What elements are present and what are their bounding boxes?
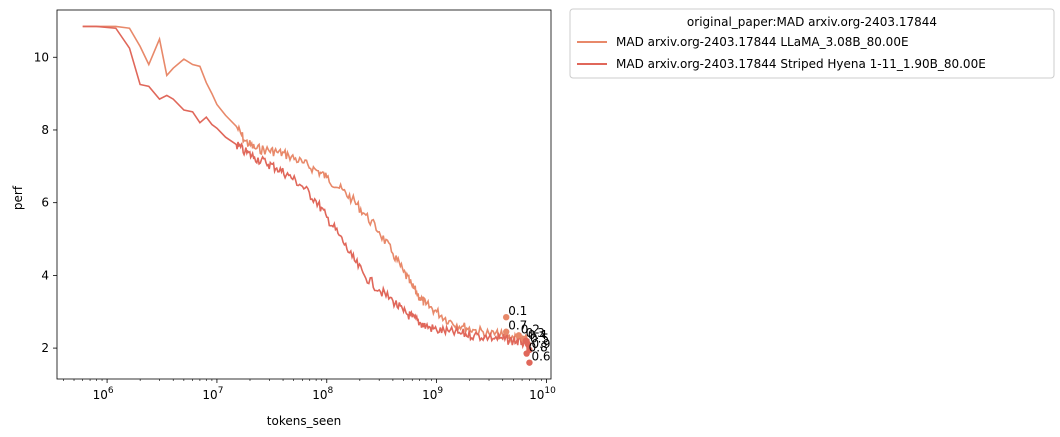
y-axis-ticks: 2 4 6 8 10 bbox=[34, 50, 57, 355]
y-tick-label-0: 2 bbox=[41, 341, 49, 355]
annotation-point-8 bbox=[526, 359, 533, 366]
x-axis-ticks: 106 107 108 109 1010 bbox=[63, 379, 556, 402]
annotation-label-3: 0.3 bbox=[526, 326, 545, 340]
legend: original_paper:MAD arxiv.org-2403.17844 … bbox=[569, 8, 1055, 79]
plot-frame bbox=[56, 9, 552, 380]
series-layer bbox=[82, 25, 531, 350]
annotation-point-5 bbox=[524, 341, 532, 348]
annotation-label-2: 0.2 bbox=[521, 322, 540, 336]
annotation-label-4: 0.4 bbox=[528, 328, 547, 342]
annotation-point-7 bbox=[523, 350, 530, 357]
x-tick-label-2: 108 bbox=[312, 386, 333, 402]
annotation-layer: 0.10.70.20.30.40.50.90.80.6 bbox=[502, 304, 551, 366]
annotation-label-7: 0.8 bbox=[529, 341, 548, 355]
y-tick-label-4: 10 bbox=[34, 50, 49, 64]
y-tick-label-2: 6 bbox=[41, 196, 49, 210]
series-line-1 bbox=[82, 25, 531, 350]
series-line-0 bbox=[82, 25, 530, 344]
legend-frame bbox=[569, 8, 1055, 79]
annotation-point-0 bbox=[502, 313, 510, 321]
annotation-label-0: 0.1 bbox=[508, 304, 527, 318]
annotation-label-5: 0.5 bbox=[530, 331, 549, 345]
y-axis-label: perf bbox=[11, 185, 25, 210]
y-tick-label-1: 4 bbox=[41, 268, 49, 282]
annotation-label-6: 0.9 bbox=[531, 337, 550, 351]
annotation-label-1: 0.7 bbox=[508, 319, 527, 333]
y-tick-label-3: 8 bbox=[41, 123, 49, 137]
x-tick-label-1: 107 bbox=[202, 386, 223, 402]
legend-entry-striped-hyena: MAD arxiv.org-2403.17844 Striped Hyena 1… bbox=[616, 57, 986, 71]
x-axis-label: tokens_seen bbox=[267, 414, 341, 428]
annotation-point-1 bbox=[502, 328, 510, 335]
legend-entry-llama: MAD arxiv.org-2403.17844 LLaMA_3.08B_80.… bbox=[616, 35, 909, 49]
x-tick-label-4: 1010 bbox=[529, 386, 556, 402]
legend-title: original_paper:MAD arxiv.org-2403.17844 bbox=[687, 15, 937, 29]
x-tick-label-0: 106 bbox=[93, 386, 114, 402]
annotation-point-2 bbox=[515, 332, 522, 339]
annotation-label-8: 0.6 bbox=[531, 350, 550, 364]
x-tick-label-3: 109 bbox=[422, 386, 443, 402]
